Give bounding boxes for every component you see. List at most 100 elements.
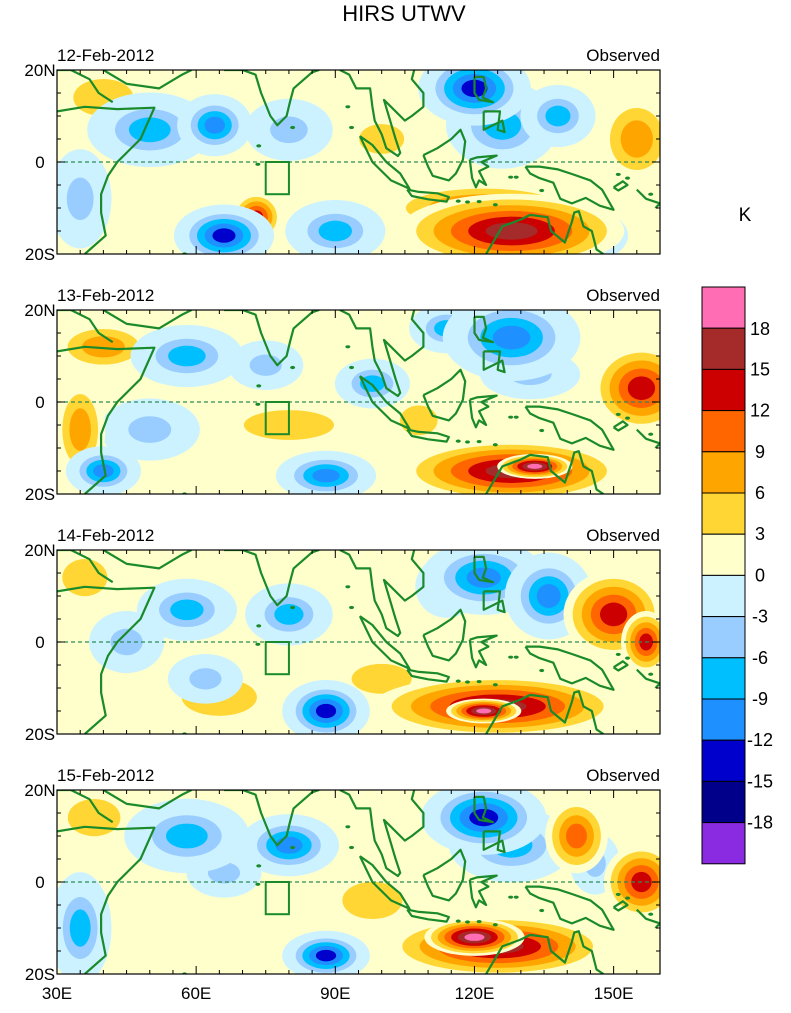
coastline-12 (524, 645, 615, 691)
coastline-14 (612, 900, 629, 912)
coastline-2 (57, 310, 114, 344)
coastline-4 (224, 310, 320, 367)
panel-3-blob-5-level-3 (189, 668, 222, 690)
coastline-14 (612, 180, 629, 192)
coastline-15 (636, 428, 660, 449)
panel-4-blob-8-level-4 (566, 823, 587, 849)
panel-1-blob-8-level-4 (545, 105, 571, 127)
panel-2-blob-5-level-3 (128, 416, 172, 443)
island-9 (492, 923, 498, 927)
colorbar: 18 15 12 9 6 3 0 -3 -6 -9 -12 -15 -18 (701, 286, 773, 865)
coastline-9 (468, 394, 498, 429)
panel-3-blob-10-level-5 (536, 584, 561, 608)
panel-2-field (57, 310, 660, 494)
island-13 (615, 172, 621, 177)
coastline-5 (339, 310, 425, 398)
island-6 (455, 199, 461, 203)
panel-3-blob-4-level-3 (110, 628, 143, 656)
coastline-2 (57, 550, 114, 584)
coastline-1 (57, 105, 156, 254)
island-17 (173, 977, 178, 980)
colorbar-bin-11 (701, 698, 746, 741)
colorbar-bin-6 (701, 492, 746, 535)
coastline-14 (612, 660, 629, 672)
island-15 (648, 192, 654, 196)
coastline-3 (102, 550, 192, 570)
island-8 (476, 919, 482, 924)
coastline-6 (358, 135, 411, 190)
island-1 (256, 624, 262, 628)
coastline-4 (224, 790, 320, 847)
coastline-3 (102, 790, 192, 810)
x-tick-label-60E: 60E (181, 984, 211, 1003)
island-6 (455, 439, 461, 443)
coastline-13 (485, 690, 605, 734)
x-tick-label-150E: 150E (594, 984, 634, 1003)
island-17 (173, 737, 178, 740)
colorbar-bin-5 (701, 451, 746, 494)
island-5 (290, 365, 296, 370)
island-3 (345, 585, 351, 589)
island-5 (290, 845, 296, 850)
island-15 (648, 912, 654, 916)
colorbar-unit-label: K (739, 205, 752, 226)
island-7 (465, 680, 471, 684)
panel-3: 14-Feb-2012 Observed 20N 0 20S (24, 526, 661, 744)
panel-1-blob-3-level-3 (270, 116, 308, 144)
panel-2-label: Observed (586, 286, 660, 305)
panel-3-blob-3-level-2 (62, 558, 108, 597)
panel-1-label: Observed (586, 46, 660, 65)
island-3 (345, 825, 351, 829)
island-5 (290, 605, 296, 610)
coastline-11 (482, 350, 506, 374)
panel-3-blob-13-level-6 (315, 703, 337, 719)
panel-4-blob-14-level-7 (464, 933, 485, 941)
colorbar-label-0: 0 (755, 565, 765, 585)
colorbar-label-9: 9 (755, 442, 765, 462)
coastline-7 (406, 428, 450, 443)
colorbar-label--9: -9 (752, 689, 768, 709)
coastline-11 (482, 110, 506, 134)
island-9 (492, 203, 498, 207)
coastline-9 (468, 874, 498, 909)
island-13 (615, 892, 621, 897)
coastline-11 (482, 590, 506, 614)
panels-group: 12-Feb-2012 Observed 20N 0 20S 13-Feb-2012 Obs… (24, 46, 661, 1003)
colorbar-label-18: 18 (750, 319, 770, 339)
colorbar-bin-7 (701, 533, 746, 576)
island-7 (465, 920, 471, 924)
coastline-6 (358, 375, 411, 430)
coastline-15 (636, 188, 660, 209)
x-tick-label-90E: 90E (320, 984, 350, 1003)
y-tick-label-20S: 20S (25, 245, 55, 264)
island-1 (256, 864, 262, 868)
coastline-3 (102, 70, 192, 90)
coastline-15 (636, 668, 660, 689)
colorbar-bin-4 (701, 410, 746, 453)
coastline-9 (468, 634, 498, 669)
chart-title: HIRS UTWV (342, 1, 466, 26)
island-6 (455, 919, 461, 923)
y-tick-label-20S: 20S (25, 725, 55, 744)
panel-1-field (57, 70, 660, 254)
panel-2-blob-16-level-7 (527, 463, 543, 469)
coastline-14 (612, 420, 629, 432)
panel-3-blob-1-level-2 (351, 663, 412, 694)
island-8 (476, 679, 482, 684)
island-2 (255, 162, 261, 166)
colorbar-bin-12 (701, 739, 746, 782)
coastline-7 (406, 668, 450, 683)
panel-3-date: 14-Feb-2012 (57, 526, 154, 545)
y-tick-label-0: 0 (35, 873, 44, 892)
panel-1-blob-15-level-6 (212, 228, 236, 243)
coastline-12 (524, 885, 615, 931)
coastline-12 (524, 405, 615, 451)
island-12 (539, 188, 545, 193)
panel-1-blob-4-level-3 (66, 177, 94, 221)
index-box-region (264, 401, 290, 436)
colorbar-bin-13 (701, 780, 746, 824)
index-box-region (264, 881, 290, 916)
panel-3-label: Observed (586, 526, 660, 545)
